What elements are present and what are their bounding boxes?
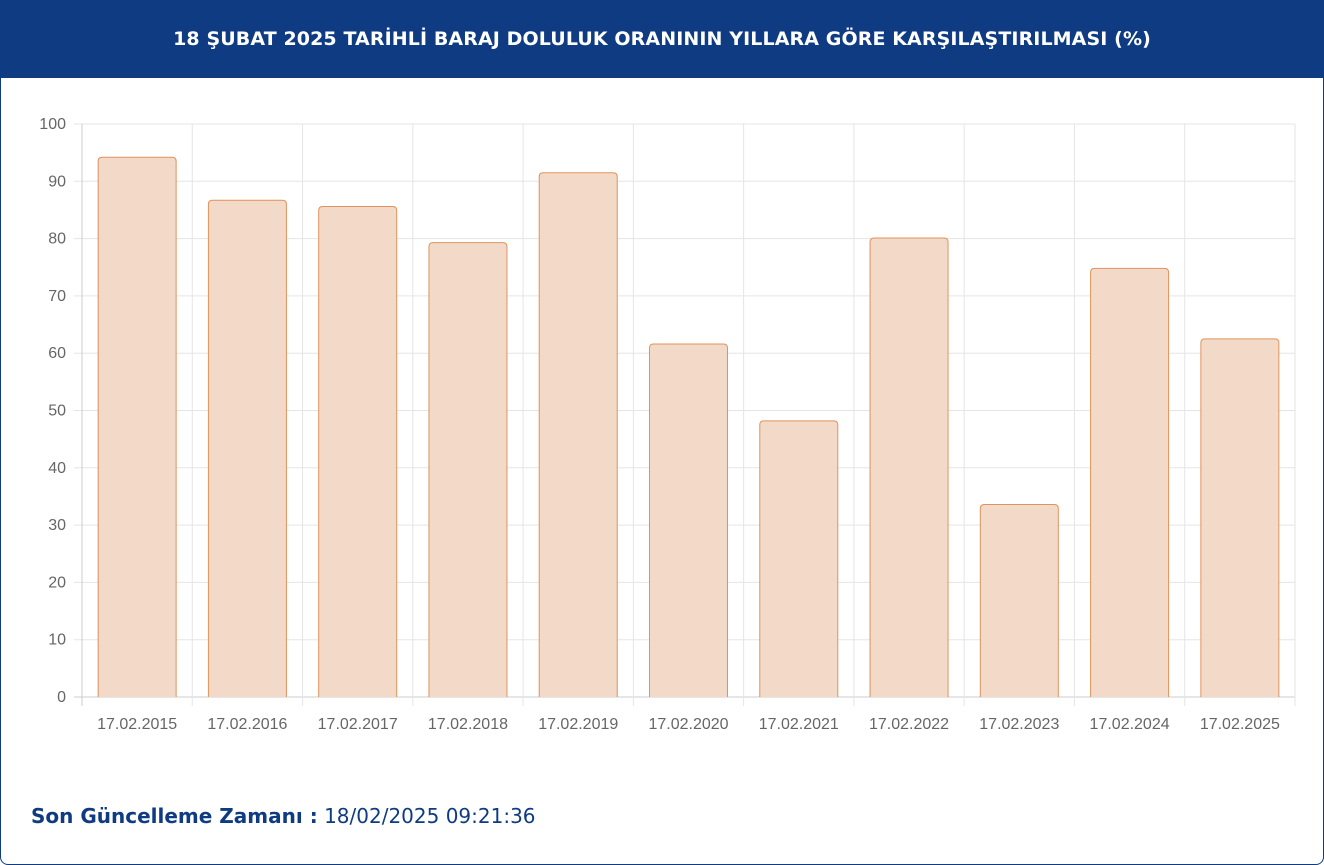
x-tick-label: 17.02.2019 <box>538 716 618 733</box>
x-tick-label: 17.02.2025 <box>1200 716 1280 733</box>
bar-outline <box>207 199 287 697</box>
bar <box>98 157 177 697</box>
bar-chart: 0 10 20 30 40 50 60 70 80 90 100 17.02.2015 17.02.20… <box>39 116 1296 733</box>
bar-outline <box>759 420 839 697</box>
y-tick-label: 100 <box>39 116 66 133</box>
y-tick-label: 90 <box>48 173 66 190</box>
bar <box>1090 268 1169 697</box>
bar <box>208 200 287 698</box>
y-tick-label: 30 <box>48 517 66 534</box>
bar-outline <box>1090 267 1170 697</box>
bar-outline <box>1200 338 1280 697</box>
x-tick-label: 17.02.2017 <box>318 716 398 733</box>
last-update: Son Güncelleme Zamanı : 18/02/2025 09:21… <box>31 804 536 828</box>
bar-outline <box>649 343 728 697</box>
x-tick-label: 17.02.2021 <box>759 716 839 733</box>
y-tick-label: 50 <box>48 403 66 420</box>
bar-outline <box>428 242 508 697</box>
bar-outline <box>318 206 398 697</box>
bar-outline <box>869 237 949 697</box>
bar <box>1200 338 1279 697</box>
y-tick-label: 10 <box>48 632 66 649</box>
x-tick-label: 17.02.2018 <box>428 716 508 733</box>
bar-outline <box>97 156 177 697</box>
x-tick-label: 17.02.2016 <box>207 716 287 733</box>
bar <box>759 420 838 697</box>
chart-title: 18 ŞUBAT 2025 TARİHLİ BARAJ DOLULUK ORAN… <box>173 28 1151 50</box>
bar <box>980 504 1059 697</box>
bar <box>428 242 507 697</box>
x-tick-label: 17.02.2020 <box>648 716 728 733</box>
chart-header: 18 ŞUBAT 2025 TARİHLİ BARAJ DOLULUK ORAN… <box>0 0 1324 78</box>
bar <box>539 172 618 697</box>
bar <box>318 206 397 697</box>
y-tick-label: 0 <box>57 689 66 706</box>
bar-outline <box>538 172 618 697</box>
x-tick-label: 17.02.2022 <box>869 716 949 733</box>
y-tick-label: 60 <box>48 345 66 362</box>
bar <box>870 238 949 698</box>
x-tick-label: 17.02.2024 <box>1090 716 1170 733</box>
y-tick-label: 70 <box>48 288 66 305</box>
x-tick-label: 17.02.2023 <box>979 716 1059 733</box>
y-tick-label: 20 <box>48 574 66 591</box>
last-update-label: Son Güncelleme Zamanı : <box>31 804 318 828</box>
y-tick-label: 80 <box>48 231 66 248</box>
last-update-value: 18/02/2025 09:21:36 <box>324 804 536 828</box>
bar <box>649 344 728 697</box>
x-tick-label: 17.02.2015 <box>97 716 177 733</box>
y-tick-label: 40 <box>48 460 66 477</box>
bar-outline <box>979 503 1059 697</box>
